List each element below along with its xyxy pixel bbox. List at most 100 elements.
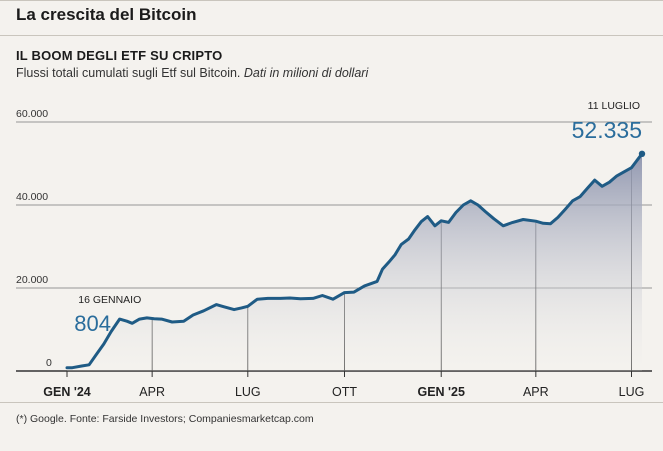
data-point	[66, 366, 69, 369]
data-point	[222, 305, 225, 308]
y-tick-label: 60.000	[16, 108, 48, 120]
data-point	[95, 353, 98, 356]
data-point	[299, 297, 302, 300]
data-point	[636, 158, 639, 161]
area-fill	[67, 153, 642, 371]
data-point	[447, 221, 450, 224]
source-note: (*) Google. Fonte: Farside Investors; Co…	[16, 413, 314, 425]
data-point	[579, 195, 582, 198]
data-point	[586, 187, 589, 190]
y-tick-label: 0	[46, 357, 52, 369]
top-rule	[0, 0, 663, 1]
data-point	[182, 320, 185, 323]
y-tick-label: 20.000	[16, 274, 48, 286]
data-point	[394, 253, 397, 256]
data-point	[434, 224, 437, 227]
data-point	[426, 215, 429, 218]
y-tick-label: 40.000	[16, 191, 48, 203]
data-point	[601, 185, 604, 188]
data-point	[171, 321, 174, 324]
data-point	[608, 181, 611, 184]
data-point	[153, 317, 156, 320]
data-point	[256, 298, 259, 301]
annotation-value: 804	[74, 311, 111, 336]
data-point	[312, 297, 315, 300]
data-point	[118, 318, 121, 321]
data-point	[484, 210, 487, 213]
data-point	[381, 268, 384, 271]
data-point	[71, 366, 74, 369]
annotation-value: 52.335	[572, 117, 642, 143]
data-point	[469, 199, 472, 202]
data-point	[363, 285, 366, 288]
data-point	[492, 217, 495, 220]
data-point	[233, 308, 236, 311]
data-point	[630, 166, 633, 169]
x-tick-label: APR	[523, 385, 549, 399]
data-point	[376, 280, 379, 283]
data-point	[549, 222, 552, 225]
x-tick-label: LUG	[235, 385, 261, 399]
x-tick-labels: GEN '24 APR LUG OTT GEN '25 APR LUG	[43, 385, 644, 399]
end-point-marker	[638, 150, 646, 158]
subtitle-text: Flussi totali cumulati sugli Etf sul Bit…	[16, 66, 241, 80]
annotation-label: 11 LUGLIO	[588, 100, 640, 112]
x-tick-label: OTT	[332, 385, 357, 399]
data-point	[387, 261, 390, 264]
subtitle-unit: Dati in milioni di dollari	[243, 66, 369, 80]
data-point	[542, 222, 545, 225]
data-point	[279, 297, 282, 300]
data-point	[88, 363, 91, 366]
data-point	[266, 297, 269, 300]
data-point	[407, 238, 410, 241]
y-tick-labels: 0 20.000 40.000 60.000	[16, 108, 52, 369]
data-point	[353, 291, 356, 294]
chart-title: IL BOOM DEGLI ETF SU CRIPTO	[16, 48, 223, 63]
x-tick-label: LUG	[619, 385, 645, 399]
data-point	[615, 175, 618, 178]
footer-divider	[0, 402, 663, 403]
data-point	[343, 291, 346, 294]
data-point	[240, 307, 243, 310]
data-point	[80, 365, 83, 368]
data-point	[623, 170, 626, 173]
data-point	[131, 322, 134, 325]
series-line	[65, 152, 644, 370]
data-point	[571, 199, 574, 202]
data-point	[477, 204, 480, 207]
data-point	[102, 343, 105, 346]
annotations: 16 GENNAIO 804 11 LUGLIO 52.335	[74, 100, 646, 336]
data-point	[332, 298, 335, 301]
data-point	[414, 229, 417, 232]
data-point	[522, 218, 525, 221]
data-point	[502, 224, 505, 227]
data-point	[202, 309, 205, 312]
data-point	[321, 294, 324, 297]
data-point	[126, 320, 129, 323]
data-point	[160, 318, 163, 321]
annotation-label: 16 GENNAIO	[78, 294, 141, 306]
data-point	[145, 316, 148, 319]
data-point	[400, 243, 403, 246]
data-point	[420, 220, 423, 223]
data-point	[288, 297, 291, 300]
data-point	[564, 208, 567, 211]
data-point	[534, 220, 537, 223]
data-point	[511, 221, 514, 224]
data-point	[192, 314, 195, 317]
page-title: La crescita del Bitcoin	[16, 5, 197, 24]
data-point	[455, 211, 458, 214]
data-point	[246, 305, 249, 308]
x-tick-label: GEN '25	[418, 385, 465, 399]
data-point	[593, 179, 596, 182]
data-point	[215, 303, 218, 306]
data-point	[462, 204, 465, 207]
data-point	[138, 318, 141, 321]
x-tick-label: GEN '24	[43, 385, 90, 399]
data-point	[440, 219, 443, 222]
title-divider	[0, 35, 663, 36]
x-tick-label: APR	[139, 385, 165, 399]
chart-subtitle: Flussi totali cumulati sugli Etf sul Bit…	[16, 66, 368, 80]
data-point	[557, 216, 560, 219]
